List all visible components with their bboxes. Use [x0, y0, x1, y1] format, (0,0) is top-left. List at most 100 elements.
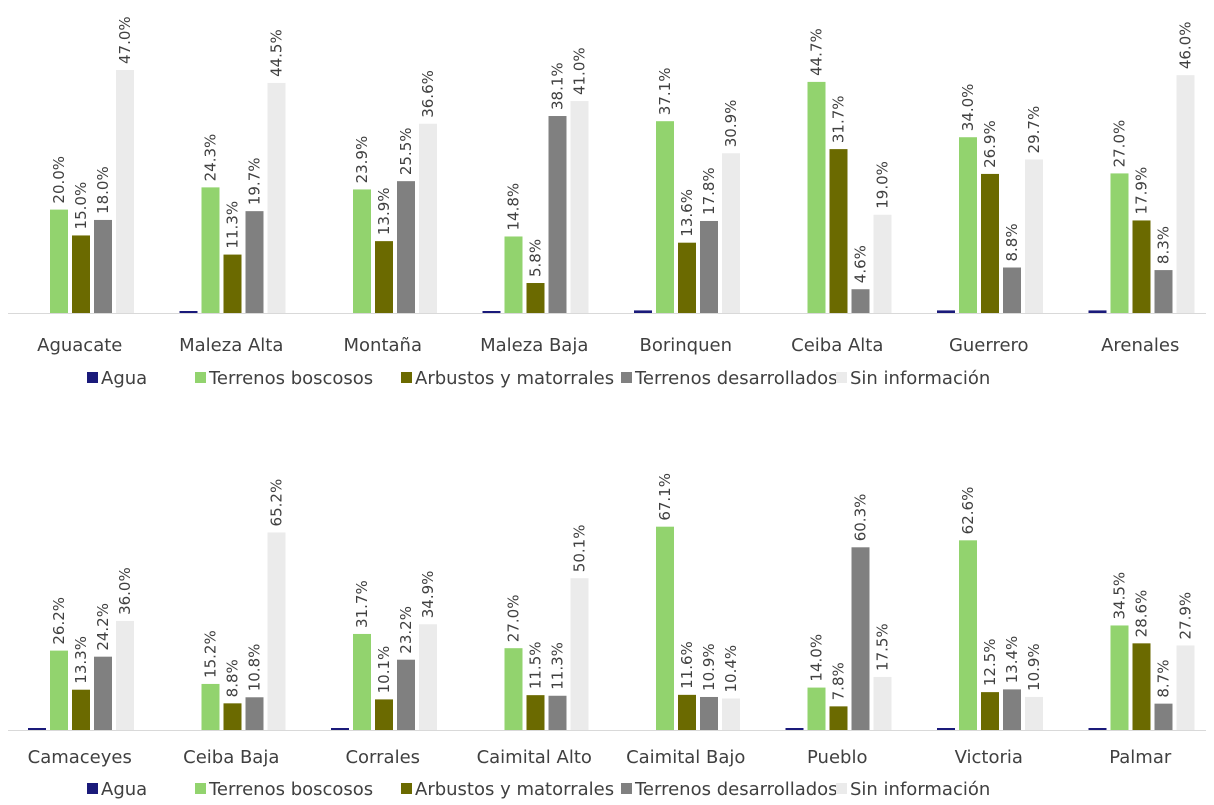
bar-terrenos-desarrollados-camaceyes	[94, 656, 112, 730]
bar-arbustos-y-matorrales-pueblo	[829, 706, 848, 730]
category-group-victoria: 62.6% 12.5% 13.4% 10.9% Victoria	[937, 487, 1043, 768]
data-label-terrenos-boscosos-pueblo: 14.0%	[808, 634, 826, 682]
bar-agua-guerrero	[937, 310, 955, 313]
bar-terrenos-boscosos-corrales	[353, 633, 371, 730]
data-label-sin-informacion-camaceyes: 36.0%	[116, 567, 134, 615]
bar-agua-corrales	[331, 728, 349, 730]
bar-arbustos-y-matorrales-maleza-alta	[223, 254, 242, 313]
data-label-terrenos-desarrollados-caimital-bajo: 10.9%	[700, 643, 718, 691]
bar-terrenos-desarrollados-maleza-alta	[245, 211, 264, 313]
legend-2: Agua Terrenos boscosos Arbustos y matorral…	[87, 779, 990, 800]
bar-terrenos-boscosos-arenales	[1110, 173, 1129, 313]
bar-terrenos-boscosos-aguacate	[50, 209, 68, 313]
bar-arbustos-y-matorrales-ceiba-alta	[829, 149, 848, 313]
data-label-terrenos-boscosos-ceiba-alta: 44.7%	[808, 28, 826, 76]
data-label-terrenos-desarrollados-ceiba-baja: 10.8%	[246, 644, 264, 692]
data-label-sin-informacion-aguacate: 47.0%	[116, 16, 134, 64]
data-label-terrenos-boscosos-palmar: 34.5%	[1111, 572, 1129, 620]
bar-sin-informacion-aguacate	[116, 70, 134, 313]
category-label-aguacate: Aguacate	[37, 335, 122, 356]
data-label-terrenos-desarrollados-arenales: 8.3%	[1155, 226, 1173, 264]
data-label-terrenos-desarrollados-guerrero: 8.8%	[1003, 223, 1021, 261]
bar-sin-informacion-borinquen	[722, 153, 740, 313]
bar-arbustos-y-matorrales-caimital-bajo	[678, 694, 696, 730]
data-label-terrenos-boscosos-guerrero: 34.0%	[959, 84, 977, 132]
data-label-terrenos-desarrollados-camaceyes: 24.2%	[94, 603, 112, 651]
category-group-corrales: 31.7%10.1%23.2%34.9% Corrales	[331, 571, 437, 768]
category-group-maleza-baja: 14.8%5.8% 38.1% 41.0% Maleza Baja	[480, 47, 589, 356]
category-group-montana: 23.9%13.9%25.5%36.6% Montaña	[344, 70, 437, 356]
bar-terrenos-desarrollados-caimital-bajo	[700, 696, 718, 730]
data-label-sin-informacion-arenales: 46.0%	[1177, 22, 1195, 70]
data-label-sin-informacion-palmar: 27.9%	[1177, 592, 1195, 640]
bar-terrenos-boscosos-ceiba-alta	[807, 81, 826, 313]
bar-arbustos-y-matorrales-borinquen	[678, 242, 696, 313]
bar-terrenos-desarrollados-victoria	[1003, 689, 1021, 730]
legend-swatch-terrenos-boscosos	[195, 783, 206, 794]
data-label-terrenos-boscosos-maleza-alta: 24.3%	[202, 134, 220, 182]
data-label-arbustos-y-matorrales-guerrero: 26.9%	[981, 120, 999, 168]
legend-swatch-agua	[87, 372, 98, 383]
data-label-terrenos-desarrollados-victoria: 13.4%	[1003, 636, 1021, 684]
data-label-terrenos-desarrollados-borinquen: 17.8%	[700, 167, 718, 215]
data-label-sin-informacion-montana: 36.6%	[419, 70, 437, 118]
chart-1: 20.0%15.0% 18.0%47.0%Aguacate24.3%11.3%19…	[8, 16, 1206, 389]
bar-sin-informacion-pueblo	[873, 676, 892, 730]
data-label-sin-informacion-guerrero: 29.7%	[1025, 106, 1043, 154]
data-label-terrenos-desarrollados-montana: 25.5%	[397, 128, 415, 176]
category-label-caimital-alto: Caimital Alto	[477, 747, 592, 768]
legend-label-terrenos-desarrollados: Terrenos desarrollados	[634, 368, 838, 389]
category-group-pueblo: 14.0% 7.8% 60.3% 17.5% Pueblo	[785, 494, 892, 768]
bar-arbustos-y-matorrales-aguacate	[72, 235, 90, 313]
data-label-sin-informacion-ceiba-alta: 19.0%	[874, 161, 892, 209]
data-label-sin-informacion-maleza-baja: 41.0%	[571, 47, 589, 95]
bar-sin-informacion-maleza-alta	[267, 82, 286, 313]
bar-sin-informacion-montana	[419, 123, 437, 313]
bar-terrenos-boscosos-caimital-bajo	[656, 526, 674, 730]
data-label-terrenos-boscosos-arenales: 27.0%	[1111, 120, 1129, 168]
data-label-arbustos-y-matorrales-maleza-alta: 11.3%	[224, 201, 242, 249]
bar-terrenos-desarrollados-aguacate	[94, 219, 112, 313]
category-label-pueblo: Pueblo	[807, 747, 867, 768]
bar-terrenos-boscosos-borinquen	[656, 121, 674, 314]
data-label-terrenos-boscosos-corrales: 31.7%	[353, 580, 371, 628]
data-label-arbustos-y-matorrales-ceiba-alta: 31.7%	[830, 95, 848, 143]
legend-swatch-agua	[87, 783, 98, 794]
bar-agua-pueblo	[785, 728, 804, 730]
category-label-maleza-baja: Maleza Baja	[480, 335, 588, 356]
bar-sin-informacion-arenales	[1176, 75, 1195, 314]
category-group-guerrero: 34.0%26.9% 8.8% 29.7% Guerrero	[937, 84, 1043, 356]
bar-terrenos-boscosos-pueblo	[807, 687, 826, 730]
data-label-arbustos-y-matorrales-pueblo: 7.8%	[830, 662, 848, 700]
bar-agua-palmar	[1088, 728, 1107, 730]
data-label-arbustos-y-matorrales-corrales: 10.1%	[375, 646, 393, 694]
bar-sin-informacion-maleza-baja	[570, 101, 589, 313]
legend-label-terrenos-boscosos: Terrenos boscosos	[208, 368, 373, 389]
bar-arbustos-y-matorrales-palmar	[1132, 643, 1151, 730]
data-label-sin-informacion-borinquen: 30.9%	[722, 100, 740, 148]
data-label-terrenos-desarrollados-maleza-baja: 38.1%	[549, 62, 567, 110]
bar-sin-informacion-victoria	[1025, 696, 1043, 730]
category-group-caimital-bajo: 67.1% 11.6% 10.9% 10.4% Caimital Bajo	[626, 473, 745, 768]
data-label-terrenos-desarrollados-maleza-alta: 19.7%	[246, 157, 264, 205]
bar-agua-maleza-alta	[179, 311, 198, 313]
bar-terrenos-desarrollados-borinquen	[700, 220, 718, 313]
data-label-arbustos-y-matorrales-palmar: 28.6%	[1133, 590, 1151, 638]
category-group-arenales: 27.0%17.9%8.3% 46.0% Arenales	[1088, 22, 1195, 356]
bar-sin-informacion-guerrero	[1025, 159, 1043, 313]
legend-label-agua: Agua	[101, 779, 147, 800]
data-label-sin-informacion-corrales: 34.9%	[419, 571, 437, 619]
legend-label-agua: Agua	[101, 368, 147, 389]
legend-label-arbustos-y-matorrales: Arbustos y matorrales	[415, 368, 614, 389]
bar-terrenos-desarrollados-palmar	[1154, 703, 1173, 730]
bar-terrenos-boscosos-camaceyes	[50, 650, 68, 730]
data-label-sin-informacion-caimital-bajo: 10.4%	[722, 645, 740, 693]
bar-terrenos-desarrollados-guerrero	[1003, 267, 1021, 313]
bar-arbustos-y-matorrales-ceiba-baja	[223, 703, 242, 730]
category-label-maleza-alta: Maleza Alta	[179, 335, 283, 356]
data-label-arbustos-y-matorrales-montana: 13.9%	[375, 187, 393, 235]
bar-arbustos-y-matorrales-maleza-baja	[526, 283, 545, 313]
category-group-aguacate: 20.0%15.0% 18.0% 47.0% Aguacate	[37, 16, 134, 356]
data-label-arbustos-y-matorrales-caimital-alto: 11.5%	[527, 641, 545, 689]
bar-terrenos-desarrollados-arenales	[1154, 270, 1173, 313]
